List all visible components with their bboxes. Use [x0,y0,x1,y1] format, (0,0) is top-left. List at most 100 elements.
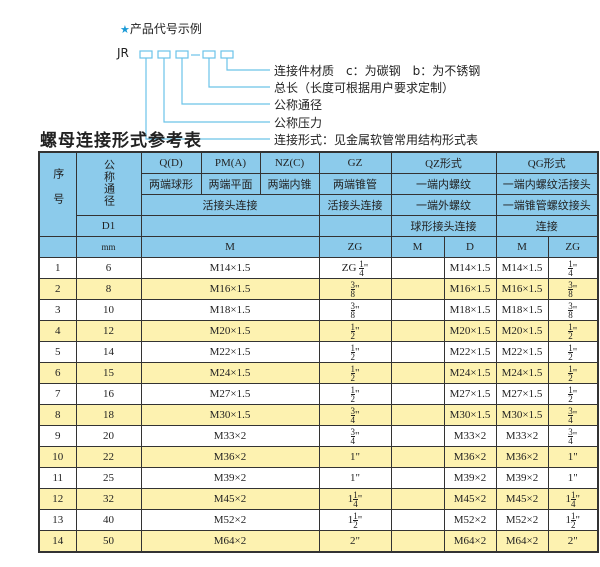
header-qg-desc2: 一端锥管螺纹接头 [495,194,599,216]
cell-dn: 8 [75,278,142,300]
cell-qz-m [390,383,445,405]
table-row: 12 32 M45×2 1 1 4 " M45×2 M45×2 1 1 4 " [38,488,599,510]
header-seq-cont [38,236,77,258]
cell-zg: ZG 1 4 " [318,257,392,279]
cell-zg: 1 1 2 " [318,509,392,531]
cell-no: 10 [38,446,77,468]
cell-qg-m: M16×1.5 [495,278,549,300]
cell-qg-zg: 1 1 4 " [547,488,599,510]
cell-qz-d: M20×1.5 [443,320,497,342]
cell-qg-m: M52×2 [495,509,549,531]
cell-no: 11 [38,467,77,489]
nut-connection-table: 序号 公称通径 Q(D) PM(A) NZ(C) GZ QZ形式 QG形式 两端… [38,151,599,553]
cell-qg-zg: 1" [547,467,599,489]
zg-inch: " [355,366,360,379]
zg-inch: " [357,492,363,505]
cell-qg-m: M64×2 [495,530,549,553]
header-unit: mm [75,236,142,258]
cell-m: M18×1.5 [140,299,320,321]
cell-qz-m [390,362,445,384]
cell-m: M20×1.5 [140,320,320,342]
cell-zg: 2" [318,530,392,553]
header-qz-desc3: 球形接头连接 [390,215,497,237]
header-seq: 序号 [38,151,77,237]
cell-m: M16×1.5 [140,278,320,300]
zg-inch: " [355,324,360,337]
cell-qz-m [390,446,445,468]
cell-dn: 25 [75,467,142,489]
zg-inch: " [357,513,363,526]
zg-inch: " [355,451,361,463]
cell-m: M14×1.5 [140,257,320,279]
cell-qz-m [390,509,445,531]
cell-qg-zg: 3 4 " [547,404,599,426]
header-blank [140,215,320,237]
cell-qz-d: M16×1.5 [443,278,497,300]
cell-dn: 14 [75,341,142,363]
zg-inch: " [355,429,360,442]
cell-dn: 22 [75,446,142,468]
cell-qz-d: M33×2 [443,425,497,447]
header-nz-desc: 两端内锥 [259,173,320,195]
cell-qz-m [390,257,445,279]
zg-inch: " [573,451,578,463]
zg-whole: 2 [567,535,574,547]
cell-m: M33×2 [140,425,320,447]
header-q: Q(D) [140,151,202,174]
cell-m: M45×2 [140,488,320,510]
header-qg: QG形式 [495,151,599,174]
cell-dn: 10 [75,299,142,321]
header-qg-desc: 一端内螺纹活接头 [495,173,599,195]
cell-qz-d: M45×2 [443,488,497,510]
label-length: 总长（长度可根据用户要求定制） [274,81,455,95]
cell-qz-d: M52×2 [443,509,497,531]
zg-inch: " [355,282,360,295]
cell-qz-d: M14×1.5 [443,257,497,279]
zg-inch: " [575,492,581,505]
zg-inch: " [355,408,360,421]
header-blank-gz [318,215,392,237]
header-qg-zg: ZG [547,236,599,258]
zg-inch: " [572,324,578,337]
header-qz-m: M [390,236,445,258]
cell-qg-zg: 1 2 " [547,341,599,363]
zg-whole: 2 [350,535,356,547]
table-row: 4 12 M20×1.5 1 2 " M20×1.5 M20×1.5 1 2 " [38,320,599,342]
cell-qg-zg: 1 2 " [547,362,599,384]
table-row: 14 50 M64×2 2" M64×2 M64×2 2" [38,530,599,553]
cell-qz-d: M18×1.5 [443,299,497,321]
cell-no: 4 [38,320,77,342]
cell-dn: 6 [75,257,142,279]
zg-whole: 1 [565,492,572,505]
cell-dn: 20 [75,425,142,447]
cell-no: 12 [38,488,77,510]
cell-qg-m: M14×1.5 [495,257,549,279]
cell-qg-m: M18×1.5 [495,299,549,321]
cell-no: 5 [38,341,77,363]
cell-qg-m: M45×2 [495,488,549,510]
cell-zg: 1 2 " [318,383,392,405]
zg-whole: 1 [567,451,574,463]
cell-m: M27×1.5 [140,383,320,405]
cell-no: 13 [38,509,77,531]
cell-qg-m: M20×1.5 [495,320,549,342]
cell-dn: 40 [75,509,142,531]
header-qg-desc3: 连接 [495,215,599,237]
zg-inch: " [573,472,578,484]
cell-qg-zg: 1" [547,446,599,468]
table-row: 7 16 M27×1.5 1 2 " M27×1.5 M27×1.5 1 2 " [38,383,599,405]
cell-qg-zg: 1 2 " [547,383,599,405]
cell-qz-m [390,425,445,447]
cell-qg-m: M39×2 [495,467,549,489]
code-box-length [202,50,216,59]
